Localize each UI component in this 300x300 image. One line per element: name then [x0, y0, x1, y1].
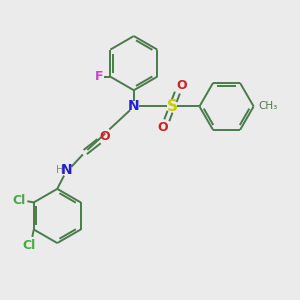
- Text: N: N: [60, 163, 72, 177]
- Text: CH₃: CH₃: [258, 101, 277, 111]
- Text: S: S: [167, 99, 178, 114]
- Text: O: O: [99, 130, 110, 143]
- Text: N: N: [128, 99, 140, 113]
- Text: Cl: Cl: [23, 239, 36, 252]
- Text: H: H: [56, 165, 64, 175]
- Text: O: O: [176, 79, 187, 92]
- Text: O: O: [157, 121, 168, 134]
- Text: F: F: [94, 70, 103, 83]
- Text: Cl: Cl: [12, 194, 26, 207]
